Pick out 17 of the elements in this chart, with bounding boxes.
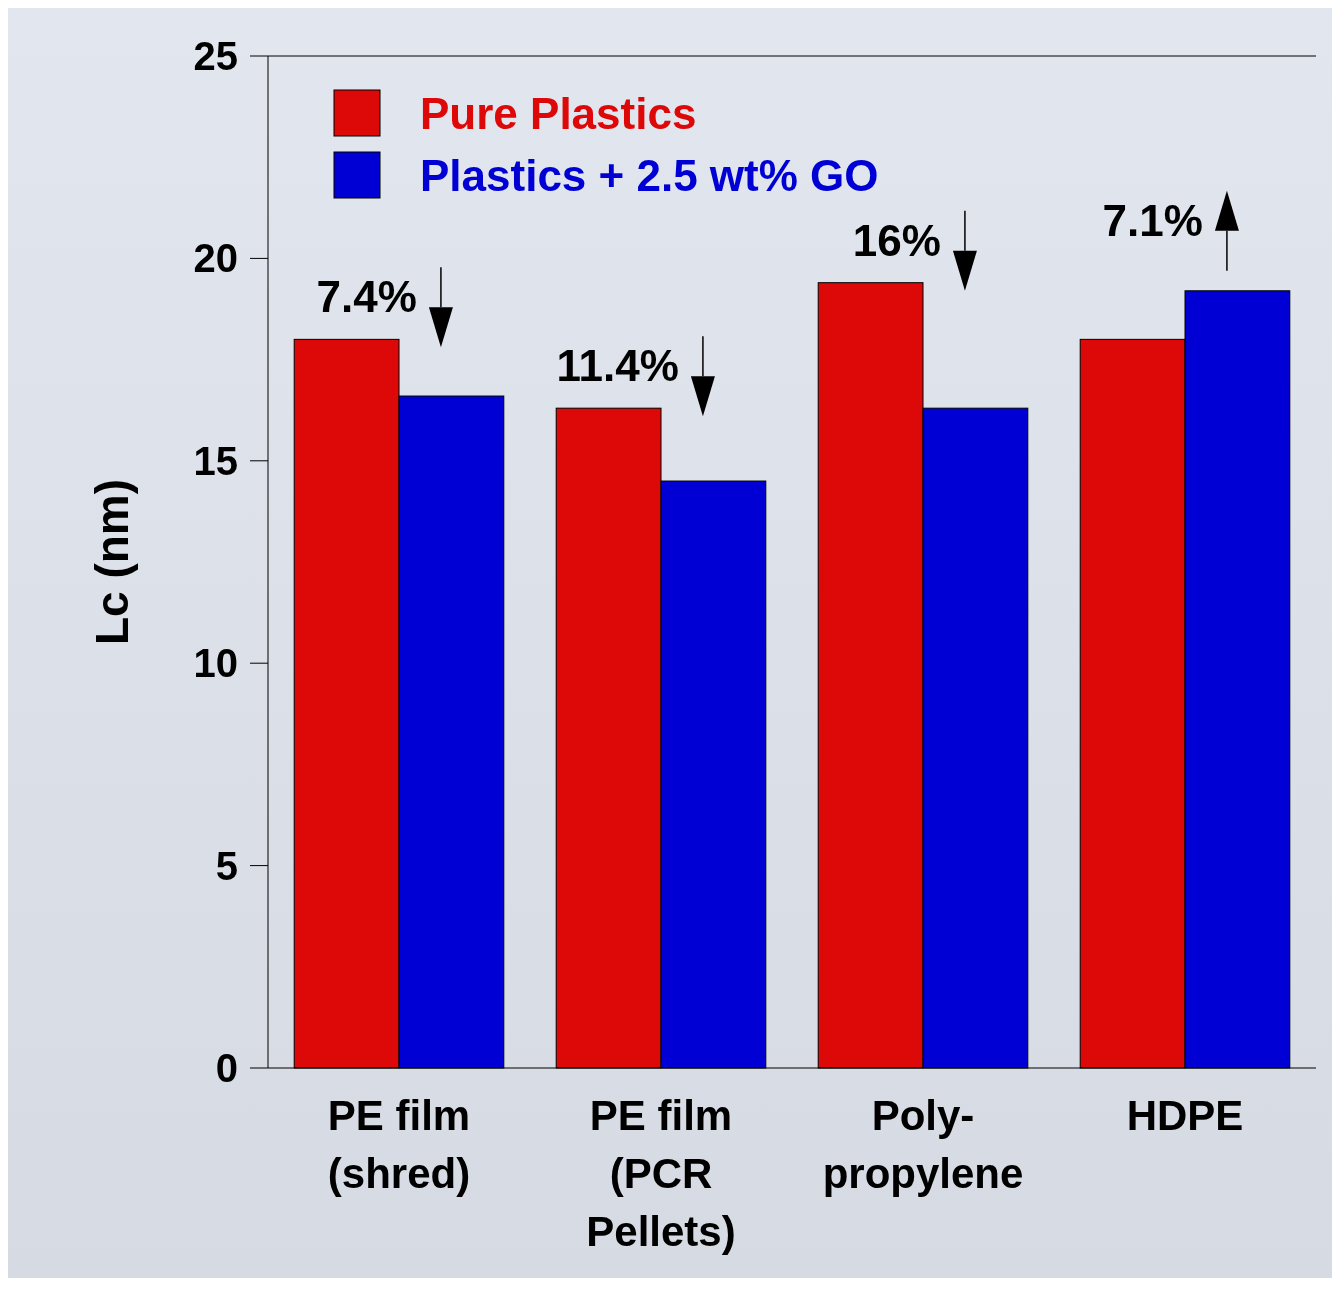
annotation: 7.1%	[1102, 195, 1203, 245]
y-tick-label: 15	[193, 438, 238, 483]
y-tick-label: 0	[215, 1046, 238, 1090]
x-tick-label: Poly-propylene	[822, 1092, 1024, 1197]
y-tick-label: 10	[193, 641, 238, 686]
y-axis-title: Lc (nm)	[86, 478, 138, 646]
y-tick-label: 25	[193, 34, 238, 78]
legend-label: Pure Plastics	[420, 89, 697, 139]
x-tick-label: PE film (PCR Pellets)	[586, 1092, 736, 1255]
x-tick-label: PE film (shred)	[327, 1092, 471, 1197]
annotation: 7.4%	[316, 272, 417, 322]
legend-label: Plastics + 2.5 wt% GO	[420, 151, 879, 201]
annotation: 11.4%	[556, 341, 679, 391]
y-tick-label: 20	[193, 236, 238, 281]
x-tick-label: HDPE	[1126, 1092, 1244, 1139]
y-tick-label: 5	[215, 843, 238, 888]
annotation: 16%	[852, 215, 941, 265]
